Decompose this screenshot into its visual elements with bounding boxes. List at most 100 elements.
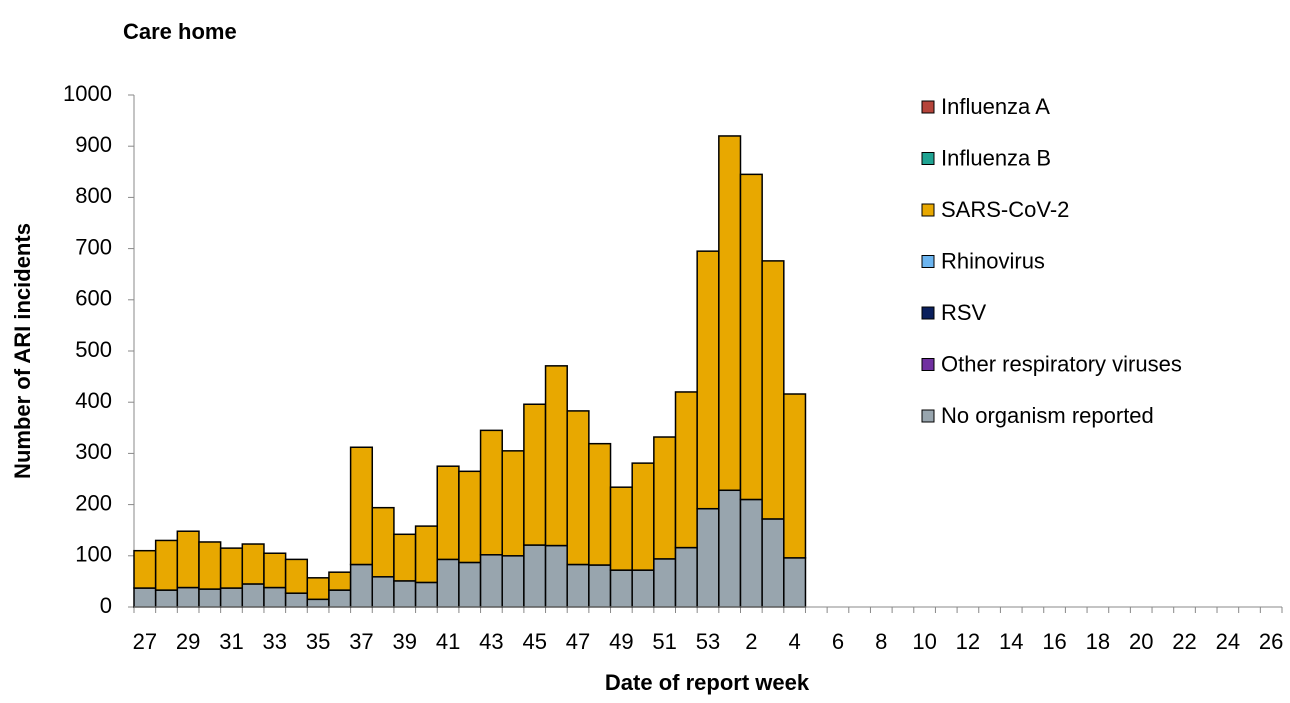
bar-segment	[501, 555, 525, 608]
x-tick-label: 53	[696, 629, 720, 654]
x-tick-label: 27	[133, 629, 157, 654]
bar-segment	[263, 586, 287, 608]
y-axis-label: Number of ARI incidents	[10, 223, 35, 479]
y-tick-label: 0	[100, 593, 112, 618]
x-tick-label: 24	[1216, 629, 1240, 654]
y-tick-label: 700	[75, 234, 112, 259]
x-tick-label: 29	[176, 629, 200, 654]
bar-segment	[133, 587, 157, 608]
x-tick-label: 14	[999, 629, 1023, 654]
chart-title: Care home	[123, 19, 237, 44]
bar-segment	[783, 557, 807, 608]
y-tick-label: 300	[75, 439, 112, 464]
x-tick-label: 35	[306, 629, 330, 654]
x-tick-label: 6	[832, 629, 844, 654]
x-tick-label: 43	[479, 629, 503, 654]
bar-segment	[241, 543, 265, 585]
bar-segment	[761, 518, 785, 608]
legend-swatch	[921, 358, 935, 371]
y-tick-label: 1000	[63, 81, 112, 106]
bar-segment	[566, 563, 590, 608]
legend-label: No organism reported	[941, 403, 1154, 428]
bar-segment	[284, 592, 309, 608]
bar-segment	[306, 577, 330, 601]
bar-segment	[284, 558, 309, 594]
bar-segment	[198, 588, 222, 608]
bar-segment	[479, 429, 503, 556]
bar-segment	[371, 506, 395, 578]
x-tick-label: 10	[912, 629, 936, 654]
legend-label: SARS-CoV-2	[941, 197, 1069, 222]
bar-segment	[176, 530, 200, 589]
bar-segment	[436, 465, 460, 561]
bar-segment	[761, 260, 785, 520]
y-tick-label: 100	[75, 542, 112, 567]
bar-segment	[544, 365, 568, 547]
bar-segment	[696, 250, 720, 510]
bar-segment	[458, 561, 482, 608]
bar-segment	[328, 589, 352, 608]
bar-segment	[306, 598, 330, 608]
x-tick-label: 18	[1086, 629, 1110, 654]
bar-segment	[263, 552, 287, 589]
bar-segment	[718, 135, 742, 492]
x-axis-label: Date of report week	[605, 670, 810, 695]
y-tick-label: 800	[75, 183, 112, 208]
bar-segment	[609, 486, 633, 571]
legend-swatch	[921, 203, 935, 217]
x-tick-label: 31	[219, 629, 243, 654]
bar-segment	[544, 544, 568, 608]
x-tick-label: 16	[1042, 629, 1066, 654]
bar-segment	[674, 391, 698, 549]
bar-segment	[653, 436, 677, 560]
bar-segment	[479, 554, 503, 608]
legend-label: Other respiratory viruses	[941, 351, 1182, 376]
bar-segment	[198, 541, 222, 590]
bar-segment	[783, 393, 807, 559]
x-tick-label: 26	[1259, 629, 1283, 654]
y-tick-label: 600	[75, 286, 112, 311]
legend-swatch	[921, 306, 935, 320]
bar-segment	[631, 569, 655, 608]
y-tick-label: 400	[75, 388, 112, 413]
x-tick-label: 33	[263, 629, 287, 654]
x-tick-label: 49	[609, 629, 633, 654]
x-tick-label: 51	[652, 629, 676, 654]
bar-segment	[241, 583, 265, 608]
bar-segment	[609, 569, 633, 608]
legend-swatch	[921, 409, 935, 423]
bar-segment	[674, 546, 698, 608]
x-tick-label: 41	[436, 629, 460, 654]
bar-segment	[219, 587, 244, 608]
bar-segment	[176, 586, 200, 608]
bar-segment	[523, 544, 547, 608]
bar-segment	[371, 576, 395, 608]
bar-segment	[631, 462, 655, 571]
bar-segment	[154, 539, 179, 591]
legend-label: Rhinovirus	[941, 248, 1045, 273]
bar-segment	[393, 580, 417, 608]
y-tick-label: 200	[75, 490, 112, 515]
bar-segment	[349, 446, 374, 566]
bar-segment	[133, 549, 157, 589]
bar-segment	[718, 489, 742, 608]
x-tick-label: 47	[566, 629, 590, 654]
legend-swatch	[921, 100, 935, 114]
bar-segment	[588, 442, 612, 566]
bar-segment	[414, 581, 438, 608]
x-tick-label: 20	[1129, 629, 1153, 654]
bar-segment	[219, 547, 244, 589]
x-tick-label: 2	[745, 629, 757, 654]
bar-segment	[349, 563, 374, 608]
bar-segment	[588, 564, 612, 608]
y-tick-label: 900	[75, 132, 112, 157]
legend-label: Influenza A	[941, 94, 1050, 119]
bar-segment	[436, 558, 460, 608]
bar-segment	[328, 571, 352, 591]
legend-swatch	[921, 255, 935, 268]
x-tick-label: 22	[1172, 629, 1196, 654]
bar-segment	[739, 498, 763, 608]
bar-segment	[696, 507, 720, 608]
bar-segment	[653, 558, 677, 608]
